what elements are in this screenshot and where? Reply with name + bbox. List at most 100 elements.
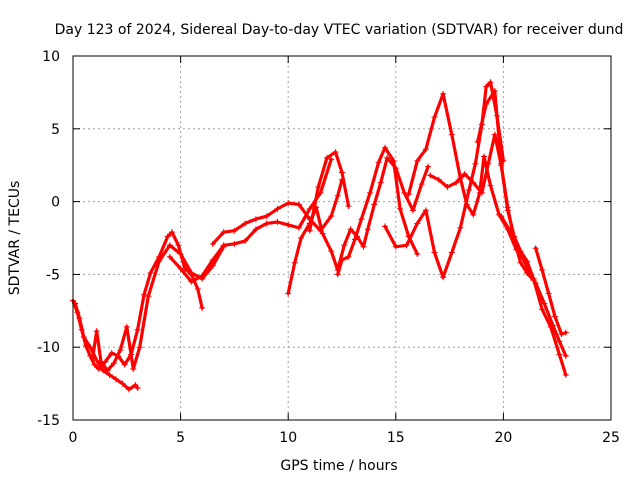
data-point xyxy=(345,253,352,260)
series-trace xyxy=(211,178,344,246)
data-point xyxy=(263,220,270,227)
data-point xyxy=(121,361,128,368)
data-point xyxy=(147,269,154,276)
data-point xyxy=(414,157,421,164)
data-point xyxy=(351,236,358,243)
series-arc-8 xyxy=(306,149,352,234)
y-tick-label: -10 xyxy=(37,340,60,356)
series-arc-4 xyxy=(166,156,335,285)
data-point xyxy=(558,331,565,338)
y-axis-label: SDTVAR / TECUs xyxy=(7,181,23,296)
data-point xyxy=(440,90,447,97)
data-point xyxy=(104,367,111,374)
series-trace xyxy=(73,301,140,391)
data-point xyxy=(274,218,281,225)
data-point xyxy=(539,306,546,313)
data-point xyxy=(93,357,100,364)
grid-lines xyxy=(73,56,611,420)
data-point xyxy=(481,153,488,160)
data-point xyxy=(319,230,326,237)
data-point xyxy=(231,227,238,234)
data-point xyxy=(552,313,559,320)
data-point xyxy=(328,213,335,220)
data-point xyxy=(435,176,442,183)
data-point xyxy=(199,272,206,279)
data-point xyxy=(295,201,302,208)
data-point xyxy=(339,256,345,263)
data-point xyxy=(427,172,434,179)
data-point xyxy=(110,360,117,367)
data-point xyxy=(285,221,292,228)
data-point xyxy=(274,205,281,212)
data-point xyxy=(194,285,201,292)
data-point xyxy=(470,179,477,186)
data-point xyxy=(358,216,365,223)
data-point xyxy=(545,290,552,297)
data-point xyxy=(515,246,522,253)
data-point xyxy=(328,156,335,163)
data-point xyxy=(384,154,391,161)
data-point xyxy=(375,159,382,166)
data-point xyxy=(188,269,195,276)
data-point xyxy=(339,169,345,176)
data-point xyxy=(145,293,152,300)
x-tick-label: 25 xyxy=(602,430,620,446)
data-point xyxy=(76,315,83,322)
data-point xyxy=(91,361,98,368)
data-point xyxy=(444,184,451,191)
data-point xyxy=(156,258,163,265)
data-point xyxy=(517,259,524,266)
series-arc-12 xyxy=(474,87,569,378)
y-tick-label: 5 xyxy=(51,122,60,138)
data-point xyxy=(532,245,539,252)
data-point xyxy=(220,229,227,236)
data-point xyxy=(89,355,96,362)
data-point xyxy=(134,326,141,333)
data-point xyxy=(504,207,511,214)
series-arc-7 xyxy=(334,144,421,278)
data-point xyxy=(177,265,184,272)
series-arc-3 xyxy=(89,242,227,374)
data-point xyxy=(392,243,399,250)
data-point xyxy=(440,274,447,281)
data-point xyxy=(401,189,408,196)
x-tick-label: 5 xyxy=(176,430,185,446)
data-point xyxy=(425,163,432,170)
data-point xyxy=(80,334,87,341)
data-point xyxy=(334,271,341,278)
data-point xyxy=(315,184,322,191)
data-point xyxy=(448,249,455,256)
data-point xyxy=(177,251,184,258)
data-point xyxy=(431,249,438,256)
data-point xyxy=(125,386,132,393)
data-point xyxy=(93,328,100,335)
data-point xyxy=(483,83,490,90)
data-point xyxy=(347,226,354,233)
data-point xyxy=(414,251,421,258)
series-trace xyxy=(308,150,351,233)
data-point xyxy=(188,278,195,285)
data-point xyxy=(117,347,124,354)
data-point xyxy=(134,384,141,391)
data-point xyxy=(298,235,305,241)
data-point xyxy=(377,179,384,186)
data-point xyxy=(556,338,563,345)
data-point xyxy=(123,323,130,330)
data-point xyxy=(97,358,104,365)
series-arc-14 xyxy=(532,245,569,338)
data-point xyxy=(371,201,378,208)
data-point xyxy=(448,131,455,138)
data-point xyxy=(487,182,494,189)
data-point xyxy=(524,264,531,271)
data-point xyxy=(306,227,313,234)
data-point xyxy=(465,186,472,193)
data-point xyxy=(485,160,492,167)
data-point xyxy=(461,170,468,177)
x-tick-label: 0 xyxy=(69,430,78,446)
series-trace xyxy=(336,146,419,276)
data-point xyxy=(431,114,438,121)
data-point xyxy=(457,224,464,231)
chart-title: Day 123 of 2024, Sidereal Day-to-day VTE… xyxy=(55,22,624,38)
series-trace xyxy=(476,89,568,377)
data-point xyxy=(491,87,498,94)
